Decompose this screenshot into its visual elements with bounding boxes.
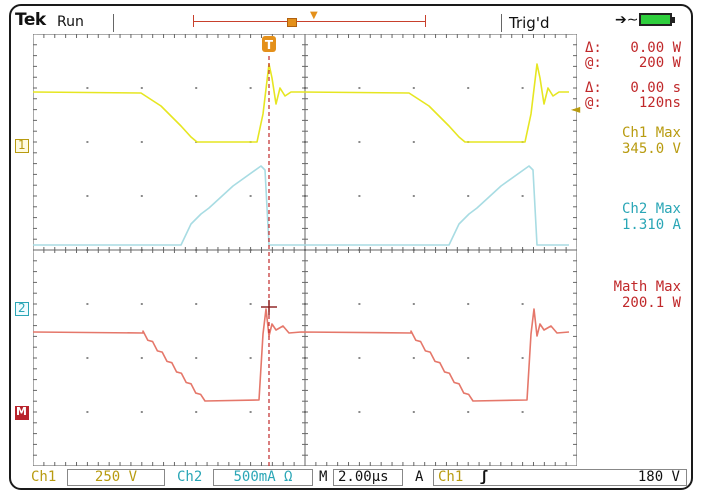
grid-dot: [86, 357, 89, 359]
trigger-point-marker: [262, 36, 276, 52]
grid-dot: [195, 195, 198, 197]
grid-dot: [140, 411, 143, 413]
status-bar: Ch1 250 V Ch2 500mA Ω M 2.00µs A Ch1 ʃ 1…: [31, 469, 691, 488]
grid-dot: [249, 411, 252, 413]
grid-dot: [195, 303, 198, 305]
grid-dot: [140, 195, 143, 197]
trigger-cursor: T: [261, 36, 277, 466]
cursor-at-amplitude-symbol: @:: [585, 55, 602, 71]
grid-dot: [249, 357, 252, 359]
grid-dot: [140, 141, 143, 143]
trigger-mode-label: A: [415, 469, 424, 485]
header-divider: [113, 14, 114, 32]
grid-dot: [86, 141, 89, 143]
grid-dot: [467, 357, 470, 359]
ch1-max-label: Ch1 Max: [621, 125, 681, 141]
math-marker[interactable]: M: [15, 405, 29, 420]
timebase-label: M: [319, 469, 328, 485]
grid-dot: [195, 411, 198, 413]
grid-dot: [467, 411, 470, 413]
grid-dot: [249, 195, 252, 197]
math-trace: [33, 308, 570, 402]
grid-dot: [521, 87, 524, 89]
trigger-point-label: T: [265, 38, 274, 52]
grid-dot: [412, 357, 415, 359]
grid-dot: [86, 411, 89, 413]
timebase[interactable]: 2.00µs: [333, 469, 403, 486]
cursor-delta-amplitude: 0.00 W: [630, 40, 681, 56]
grid-dot: [140, 357, 143, 359]
ch2-trace: [33, 165, 569, 246]
grid-dot: [412, 411, 415, 413]
ch1-marker[interactable]: 1: [15, 138, 29, 153]
grid-dot: [358, 357, 361, 359]
ch2-marker-label: 2: [18, 301, 26, 315]
grid-dot: [86, 195, 89, 197]
grid-dot: [467, 87, 470, 89]
grid-dot: [140, 303, 143, 305]
battery-full-icon: [639, 13, 672, 26]
trigger-source: Ch1: [438, 469, 464, 485]
waveform-graticule: T: [33, 34, 577, 466]
grid-dot: [521, 411, 524, 413]
math-max-label: Math Max: [613, 279, 681, 295]
acquisition-state: Run: [57, 14, 84, 30]
record-length-bar: [193, 21, 425, 22]
grid-dot: [521, 303, 524, 305]
trigger-slope-icon: ʃ: [479, 469, 489, 485]
grid-dot: [249, 303, 252, 305]
graticule-axes: [33, 34, 577, 466]
grid-dot: [521, 357, 524, 359]
cursor-delta-amplitude-symbol: Δ:: [585, 40, 602, 56]
grid-dot: [358, 87, 361, 89]
record-window-indicator: [287, 18, 297, 27]
grid-dot: [412, 87, 415, 89]
grid-dot: [195, 357, 198, 359]
grid-dot: [358, 303, 361, 305]
math-marker-label: M: [16, 405, 27, 418]
ch1-marker-label: 1: [18, 138, 26, 152]
grid-dot: [249, 87, 252, 89]
cursor-at-time-symbol: @:: [585, 95, 602, 111]
trigger-settings[interactable]: Ch1 ʃ 180 V: [433, 469, 687, 486]
trigger-level: 180 V: [637, 469, 680, 485]
grid-dot: [86, 303, 89, 305]
trigger-position-arrow-icon: ▼: [310, 10, 318, 21]
trigger-level-arrow-icon: ◄: [571, 102, 581, 116]
ch2-marker[interactable]: 2: [15, 301, 29, 316]
ch1-scale[interactable]: 250 V: [67, 469, 165, 486]
ch2-max-label: Ch2 Max: [621, 201, 681, 217]
grid-dot: [412, 303, 415, 305]
grid-dot: [358, 411, 361, 413]
cursor-delta-time: 0.00 s: [630, 80, 681, 96]
math-max-value: 200.1 W: [621, 295, 681, 311]
cursor-at-time: 120ns: [638, 95, 681, 111]
power-plug-icon: ➔∼: [615, 12, 639, 28]
brand-logo: Tek: [15, 10, 46, 30]
header-divider: [501, 14, 502, 32]
grid-dot: [412, 195, 415, 197]
battery-tip: [672, 17, 675, 23]
traces: [33, 63, 570, 402]
ch1-scale-label: Ch1: [31, 469, 57, 485]
grid-dot: [412, 141, 415, 143]
grid-dot: [358, 141, 361, 143]
grid-dot: [86, 87, 89, 89]
cursor-at-amplitude: 200 W: [638, 55, 681, 71]
trigger-state: Trig'd: [509, 14, 550, 32]
record-bar-right-end: [425, 15, 426, 27]
ch2-max-value: 1.310 A: [621, 217, 681, 233]
grid-dot: [140, 87, 143, 89]
ch1-trace: [33, 63, 569, 143]
grid-dot: [195, 87, 198, 89]
ch2-scale[interactable]: 500mA Ω: [213, 469, 313, 486]
grid-dot: [467, 195, 470, 197]
scope-display: Tek Run ▼ Trig'd ➔∼ T 1 2 M ◄ Δ: 0.00 W …: [9, 4, 693, 490]
grid-dot: [521, 195, 524, 197]
grid-dot: [467, 303, 470, 305]
grid-dot: [358, 195, 361, 197]
ch2-scale-label: Ch2: [177, 469, 203, 485]
cursor-delta-time-symbol: Δ:: [585, 80, 602, 96]
ch1-max-value: 345.0 V: [621, 141, 681, 157]
